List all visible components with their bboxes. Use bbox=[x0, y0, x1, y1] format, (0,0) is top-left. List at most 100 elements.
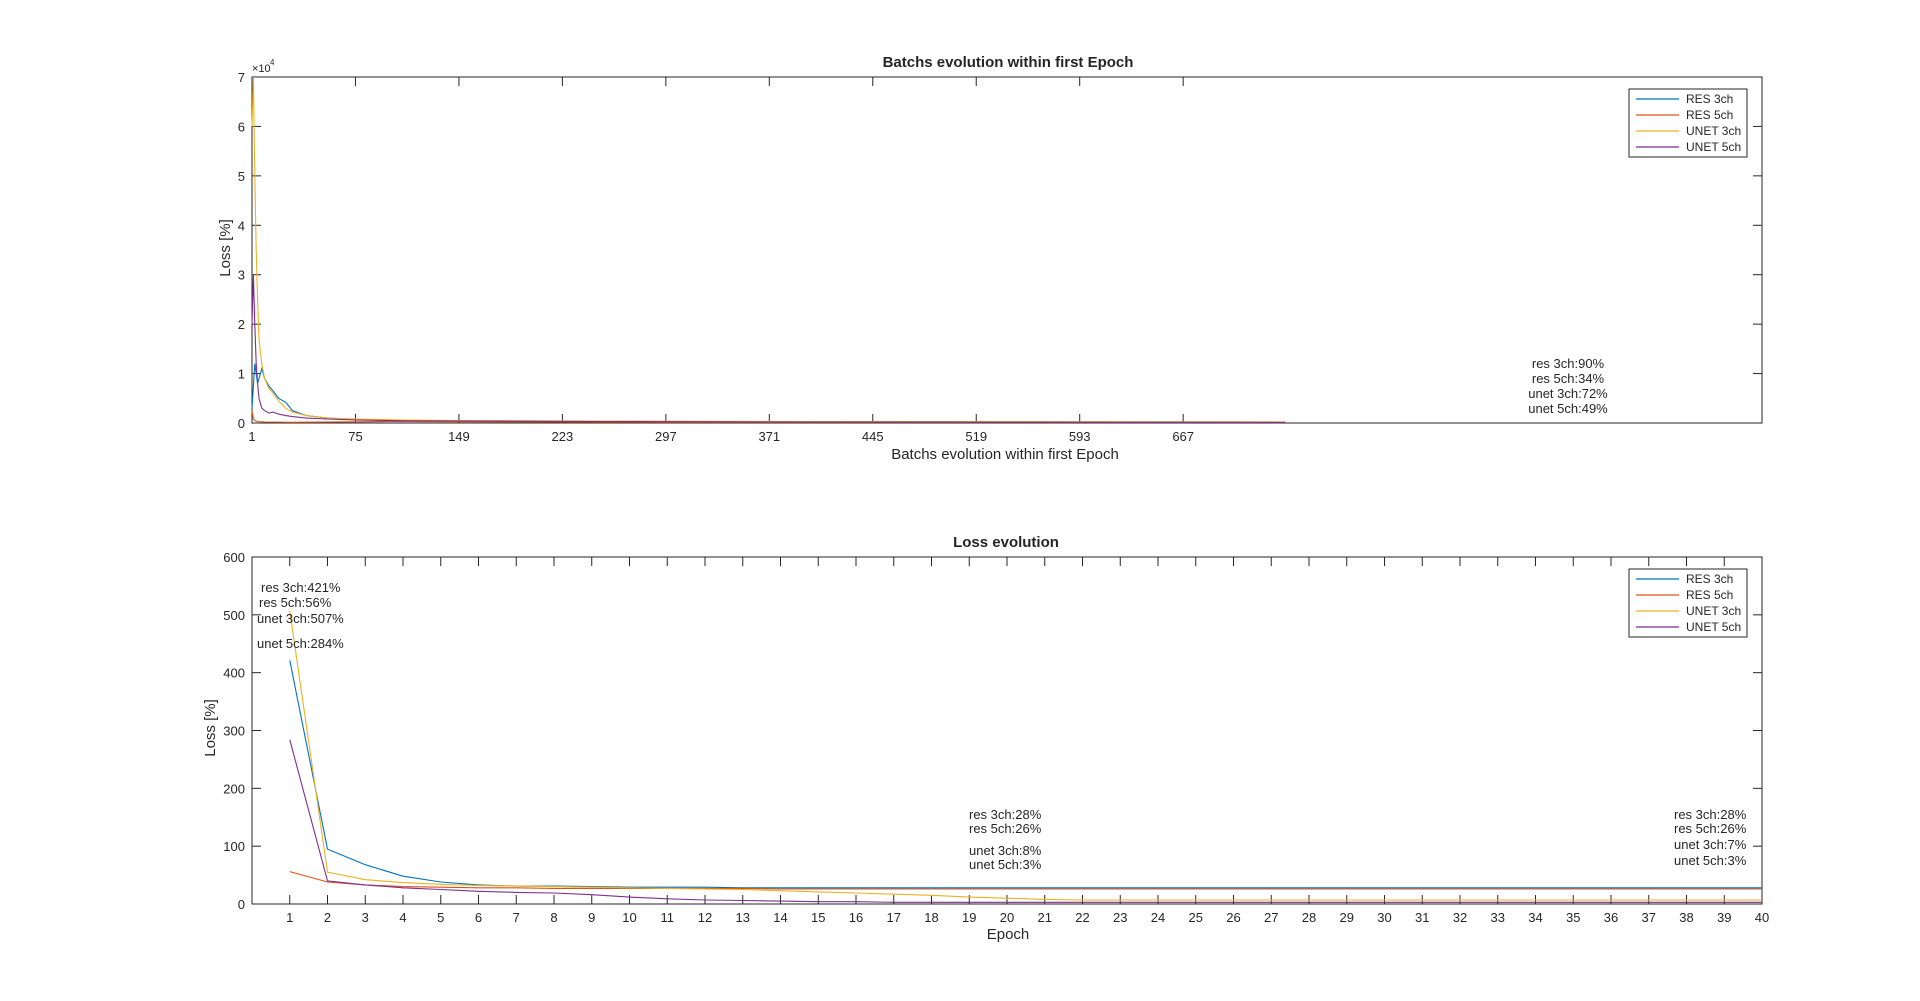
legend[interactable]: RES 3ch RES 5ch UNET 3ch UNET 5ch bbox=[1628, 88, 1748, 158]
x-tick-label: 2 bbox=[324, 910, 331, 925]
x-tick-label: 593 bbox=[1069, 429, 1091, 444]
x-tick-label: 14 bbox=[773, 910, 787, 925]
chart-title: Batchs evolution within first Epoch bbox=[883, 54, 1134, 71]
plot-lines bbox=[251, 76, 1286, 423]
chart-title: Loss evolution bbox=[953, 534, 1059, 551]
y-exponent-power: 4 bbox=[270, 58, 275, 67]
x-tick-label: 11 bbox=[661, 910, 675, 925]
y-tick-label: 0 bbox=[238, 416, 245, 431]
y-tick-label: 200 bbox=[223, 781, 245, 796]
annotation-line: res 3ch:90% bbox=[1532, 356, 1605, 371]
x-tick-label: 17 bbox=[887, 910, 901, 925]
series-line-res-5ch bbox=[251, 410, 1286, 423]
x-tick-label: 1 bbox=[286, 910, 293, 925]
x-tick-label: 10 bbox=[622, 910, 636, 925]
x-axis-label: Batchs evolution within first Epoch bbox=[891, 446, 1119, 463]
series-line-unet-3ch bbox=[289, 610, 1762, 901]
y-tick-label: 300 bbox=[223, 724, 245, 739]
legend[interactable]: RES 3ch RES 5ch UNET 3ch UNET 5ch bbox=[1628, 568, 1748, 638]
x-tick-label: 38 bbox=[1679, 910, 1693, 925]
x-tick-label: 8 bbox=[550, 910, 557, 925]
annotation-line: res 3ch:421% bbox=[261, 580, 341, 595]
x-tick-label: 519 bbox=[965, 429, 987, 444]
x-tick-label: 31 bbox=[1415, 910, 1429, 925]
x-tick-label: 20 bbox=[1000, 910, 1014, 925]
annotation-line: unet 5ch:49% bbox=[1528, 401, 1608, 416]
stats-annotation-start: res 3ch:421% res 5ch:56% unet 3ch:507% u… bbox=[257, 580, 344, 651]
y-exponent-base: ×10 bbox=[252, 63, 271, 75]
batch-loss-chart: Batchs evolution within first Epoch ×10 … bbox=[217, 54, 1763, 463]
annotation-line: res 5ch:56% bbox=[259, 595, 332, 610]
y-tick-label: 2 bbox=[238, 317, 245, 332]
stats-annotation-end: res 3ch:28% res 5ch:26% unet 3ch:7% unet… bbox=[1674, 807, 1747, 868]
x-tick-label: 34 bbox=[1528, 910, 1542, 925]
x-tick-label: 29 bbox=[1340, 910, 1354, 925]
x-tick-label: 37 bbox=[1642, 910, 1656, 925]
annotation-line: unet 5ch:284% bbox=[257, 636, 344, 651]
x-tick-label: 18 bbox=[924, 910, 938, 925]
series-line-unet-3ch bbox=[251, 76, 1286, 423]
annotation-line: res 3ch:28% bbox=[1674, 807, 1747, 822]
x-tick-label: 32 bbox=[1453, 910, 1467, 925]
x-tick-label: 21 bbox=[1038, 910, 1052, 925]
x-tick-label: 13 bbox=[736, 910, 750, 925]
legend-box bbox=[1628, 568, 1748, 638]
x-tick-label: 297 bbox=[655, 429, 677, 444]
x-tick-label: 35 bbox=[1566, 910, 1580, 925]
x-tick-label: 27 bbox=[1264, 910, 1278, 925]
x-tick-label: 36 bbox=[1604, 910, 1618, 925]
x-tick-label: 23 bbox=[1113, 910, 1127, 925]
series-line-unet-5ch bbox=[251, 274, 1286, 423]
annotation-line: unet 5ch:3% bbox=[1674, 853, 1747, 868]
legend-label: UNET 3ch bbox=[1686, 604, 1741, 618]
annotation-line: unet 3ch:72% bbox=[1528, 386, 1608, 401]
y-tick-label: 1 bbox=[238, 367, 245, 382]
annotation-line: res 3ch:28% bbox=[969, 807, 1042, 822]
series-line-res-5ch bbox=[289, 871, 1762, 890]
x-tick-label: 5 bbox=[437, 910, 444, 925]
stats-annotation: res 3ch:90% res 5ch:34% unet 3ch:72% une… bbox=[1528, 356, 1608, 416]
x-tick-label: 3 bbox=[362, 910, 369, 925]
x-tick-label: 16 bbox=[849, 910, 863, 925]
y-tick-label: 400 bbox=[223, 666, 245, 681]
annotation-line: res 5ch:26% bbox=[969, 821, 1042, 836]
annotation-line: unet 3ch:507% bbox=[257, 611, 344, 626]
y-exponent-label: ×10 4 bbox=[252, 58, 275, 75]
x-tick-label: 28 bbox=[1302, 910, 1316, 925]
y-tick-label: 3 bbox=[238, 268, 245, 283]
annotation-line: unet 5ch:3% bbox=[969, 857, 1042, 872]
y-tick-label: 600 bbox=[223, 550, 245, 565]
x-tick-label: 371 bbox=[758, 429, 780, 444]
plot-lines bbox=[289, 610, 1762, 903]
y-tick-label: 0 bbox=[238, 897, 245, 912]
x-tick-label: 22 bbox=[1075, 910, 1089, 925]
y-tick-label: 4 bbox=[238, 218, 245, 233]
x-tick-label: 12 bbox=[698, 910, 712, 925]
x-tick-label: 6 bbox=[475, 910, 482, 925]
x-tick-label: 25 bbox=[1189, 910, 1203, 925]
stats-annotation-middle: res 3ch:28% res 5ch:26% unet 3ch:8% unet… bbox=[969, 807, 1042, 872]
legend-label: RES 3ch bbox=[1686, 572, 1733, 586]
x-tick-label: 39 bbox=[1717, 910, 1731, 925]
series-line-unet-5ch bbox=[289, 739, 1762, 903]
x-tick-label: 40 bbox=[1755, 910, 1769, 925]
epoch-loss-chart: Loss evolution 1 2 3 4 5 6 7 8 9 10 11 12 13 14 15 16 17… bbox=[202, 534, 1769, 943]
y-tick-label: 5 bbox=[238, 169, 245, 184]
y-axis-label: Loss [%] bbox=[217, 219, 234, 277]
legend-label: UNET 5ch bbox=[1686, 140, 1741, 154]
legend-label: UNET 3ch bbox=[1686, 124, 1741, 138]
x-tick-label: 75 bbox=[348, 429, 362, 444]
annotation-line: unet 3ch:8% bbox=[969, 843, 1042, 858]
legend-label: UNET 5ch bbox=[1686, 620, 1741, 634]
x-tick-label: 667 bbox=[1172, 429, 1194, 444]
annotation-line: res 5ch:26% bbox=[1674, 821, 1747, 836]
y-tick-label: 500 bbox=[223, 608, 245, 623]
x-tick-label: 33 bbox=[1491, 910, 1505, 925]
y-axis-label: Loss [%] bbox=[202, 699, 219, 757]
x-tick-label: 19 bbox=[962, 910, 976, 925]
x-tick-label: 4 bbox=[399, 910, 406, 925]
x-tick-label: 30 bbox=[1377, 910, 1391, 925]
